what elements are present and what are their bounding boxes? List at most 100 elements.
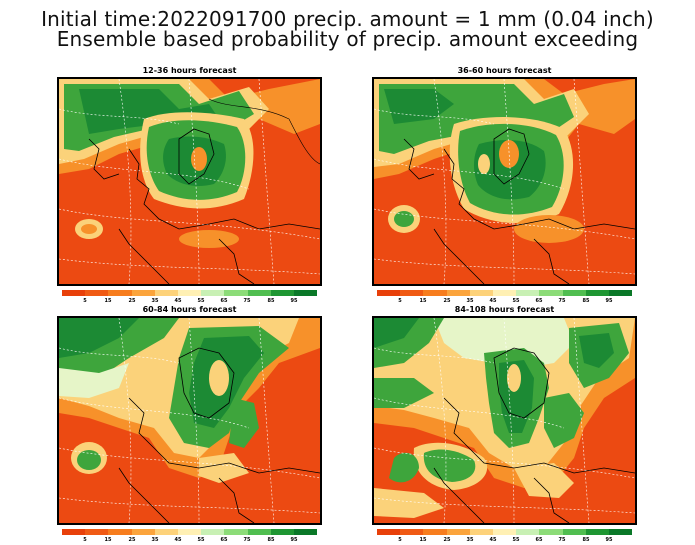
colorbar-swatch [377, 290, 401, 296]
colorbar-swatch [154, 290, 178, 296]
colorbar-swatch [62, 290, 86, 296]
colorbar-swatch [131, 290, 155, 296]
colorbar-label: 65 [220, 298, 228, 304]
colorbar-labels: 5 15 25 35 45 55 65 75 85 95 [377, 298, 632, 306]
colorbar-label: 85 [267, 298, 275, 304]
colorbar-label: 75 [243, 298, 251, 304]
colorbar-label: 65 [535, 298, 543, 304]
colorbar-label: 5 [398, 298, 402, 304]
colorbar-label: 45 [174, 298, 182, 304]
colorbar-swatch [446, 529, 470, 535]
colorbar-swatch [85, 529, 109, 535]
colorbar-label: 45 [174, 537, 182, 543]
colorbar-label: 15 [419, 537, 427, 543]
colorbar-swatch [247, 290, 271, 296]
colorbar-swatch [585, 529, 609, 535]
colorbar-label: 25 [443, 537, 451, 543]
colorbar-swatch [423, 529, 447, 535]
colorbar-swatch [562, 529, 586, 535]
colorbar-label: 5 [398, 537, 402, 543]
colorbar-label: 25 [443, 298, 451, 304]
colorbar-swatch [177, 290, 202, 296]
colorbar-label: 35 [151, 298, 159, 304]
colorbar-label: 15 [104, 298, 112, 304]
colorbar-label: 45 [489, 298, 497, 304]
colorbar-swatch [377, 529, 401, 535]
colorbar-label: 35 [466, 298, 474, 304]
colorbar-label: 35 [466, 537, 474, 543]
panel-title: 12-36 hours forecast [142, 66, 237, 75]
colorbar-label: 75 [558, 537, 566, 543]
colorbar [377, 529, 633, 535]
colorbar-label: 5 [83, 537, 87, 543]
colorbar-swatch [469, 529, 493, 535]
colorbar-labels: 5 15 25 35 45 55 65 75 85 95 [62, 537, 317, 545]
panel-title: 36-60 hours forecast [457, 66, 552, 75]
colorbar-label: 85 [267, 537, 275, 543]
colorbar-label: 15 [104, 537, 112, 543]
colorbar-label: 65 [535, 537, 543, 543]
colorbar-label: 55 [512, 298, 520, 304]
colorbar-swatch [400, 290, 424, 296]
colorbar-swatch [423, 290, 447, 296]
colorbar-swatch [608, 290, 633, 296]
colorbar-swatch [469, 290, 493, 296]
colorbar-swatch [539, 290, 563, 296]
colorbar-label: 25 [128, 537, 136, 543]
colorbar-swatch [108, 290, 132, 296]
colorbar-swatch [131, 529, 155, 535]
title-line-1: Initial time:2022091700 precip. amount =… [41, 7, 654, 31]
colorbar [62, 290, 318, 296]
colorbar-swatch [539, 529, 563, 535]
probability-map [57, 316, 322, 525]
colorbar-label: 55 [197, 537, 205, 543]
colorbar-swatch [446, 290, 470, 296]
colorbar-label: 75 [243, 537, 251, 543]
colorbar-swatch [270, 290, 294, 296]
colorbar-swatch [177, 529, 202, 535]
panel-title: 84-108 hours forecast [454, 305, 555, 314]
colorbar-swatch [492, 529, 517, 535]
probability-map [372, 77, 637, 286]
colorbar-swatch [293, 529, 318, 535]
colorbar-label: 55 [197, 298, 205, 304]
panel-title: 60-84 hours forecast [142, 305, 237, 314]
colorbar-swatch [400, 529, 424, 535]
colorbar [377, 290, 633, 296]
colorbar-labels: 5 15 25 35 45 55 65 75 85 95 [377, 537, 632, 545]
colorbar-labels: 5 15 25 35 45 55 65 75 85 95 [62, 298, 317, 306]
colorbar-label: 35 [151, 537, 159, 543]
colorbar-swatch [516, 529, 540, 535]
colorbar-label: 65 [220, 537, 228, 543]
colorbar-swatch [85, 290, 109, 296]
colorbar-swatch [270, 529, 294, 535]
colorbar-label: 25 [128, 298, 136, 304]
probability-map [57, 77, 322, 286]
colorbar [62, 529, 318, 535]
colorbar-swatch [293, 290, 318, 296]
colorbar-label: 75 [558, 298, 566, 304]
colorbar-label: 95 [605, 537, 613, 543]
colorbar-label: 55 [512, 537, 520, 543]
colorbar-swatch [608, 529, 633, 535]
colorbar-label: 85 [582, 537, 590, 543]
colorbar-swatch [201, 290, 225, 296]
colorbar-label: 95 [605, 298, 613, 304]
colorbar-label: 95 [290, 537, 298, 543]
colorbar-swatch [224, 290, 248, 296]
colorbar-swatch [108, 529, 132, 535]
colorbar-swatch [224, 529, 248, 535]
colorbar-swatch [562, 290, 586, 296]
colorbar-swatch [201, 529, 225, 535]
colorbar-swatch [62, 529, 86, 535]
colorbar-swatch [585, 290, 609, 296]
colorbar-swatch [247, 529, 271, 535]
colorbar-swatch [154, 529, 178, 535]
title-line-2: Ensemble based probability of precip. am… [56, 27, 639, 51]
colorbar-label: 15 [419, 298, 427, 304]
colorbar-swatch [492, 290, 517, 296]
colorbar-label: 85 [582, 298, 590, 304]
probability-map [372, 316, 637, 525]
colorbar-label: 5 [83, 298, 87, 304]
colorbar-swatch [516, 290, 540, 296]
